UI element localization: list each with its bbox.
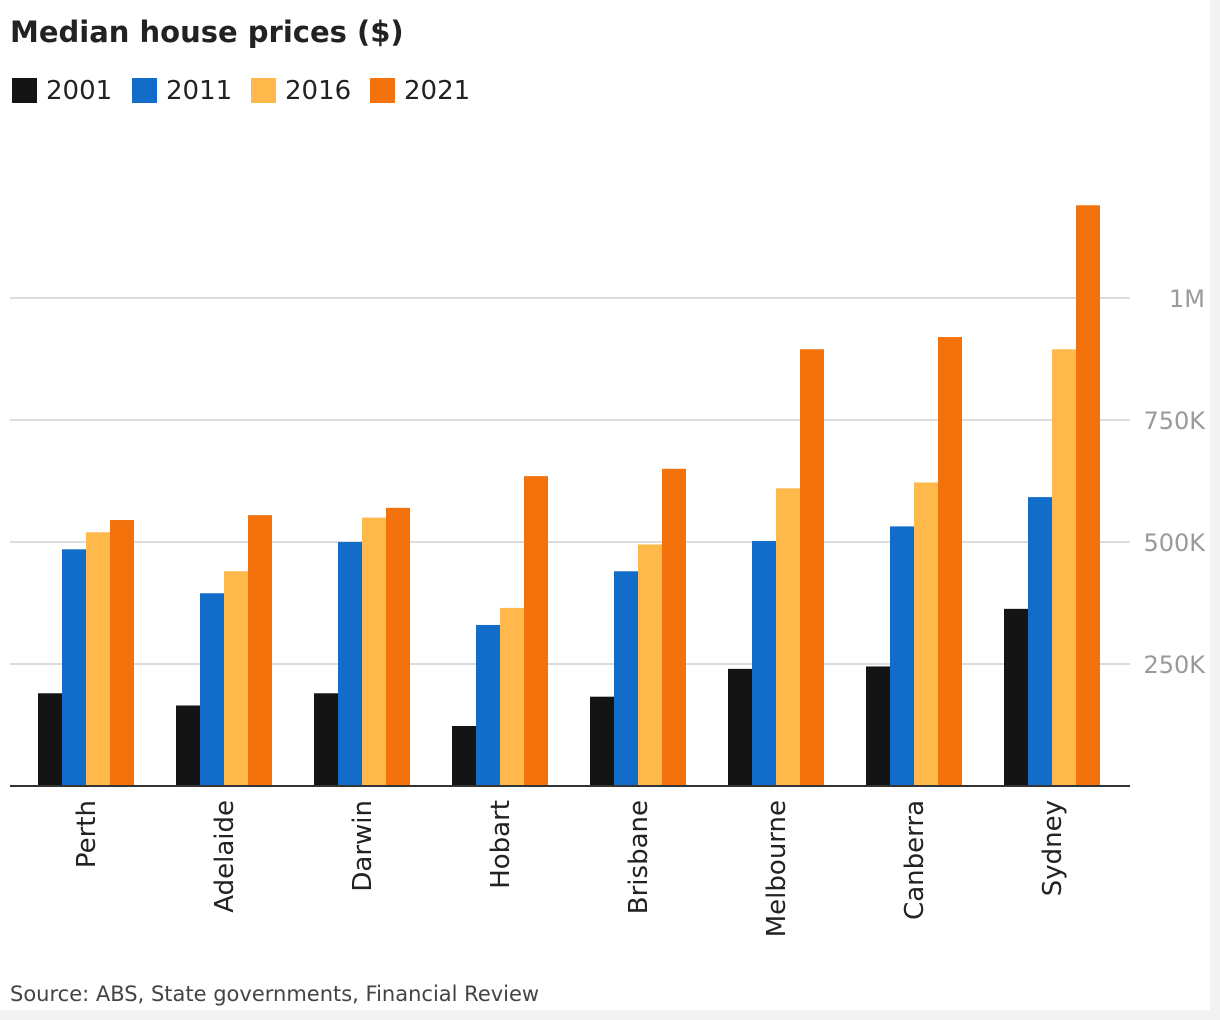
bar-hobart-2016 <box>500 607 524 786</box>
bar-group-hobart <box>452 476 548 786</box>
y-tick-label-250K: 250K <box>1143 651 1206 679</box>
x-axis-labels: Perth Adelaide Darwin Hobart Brisbane Melbour… <box>72 800 1068 937</box>
bar-adelaide-2011 <box>200 593 224 786</box>
bar-darwin-2021 <box>386 507 410 786</box>
bar-hobart-2021 <box>524 476 548 786</box>
x-tick-label-adelaide: Adelaide <box>210 800 240 913</box>
legend-swatch-2001 <box>12 78 37 103</box>
bar-canberra-2021 <box>938 337 962 786</box>
bar-group-perth <box>38 520 134 786</box>
x-tick-label-hobart: Hobart <box>486 800 516 889</box>
bar-adelaide-2001 <box>176 705 200 786</box>
bar-brisbane-2011 <box>614 571 638 786</box>
source-note: Source: ABS, State governments, Financia… <box>10 982 539 1006</box>
legend-item-2016: 2016 <box>251 76 351 106</box>
bar-darwin-2016 <box>362 517 386 786</box>
bar-sydney-2016 <box>1052 349 1076 786</box>
x-tick-label-darwin: Darwin <box>348 800 378 892</box>
bar-sydney-2021 <box>1076 205 1100 786</box>
bar-brisbane-2021 <box>662 468 686 786</box>
bar-darwin-2001 <box>314 693 338 786</box>
bars <box>38 205 1100 786</box>
chart-title: Median house prices ($) <box>10 15 404 49</box>
legend-label-2001: 2001 <box>46 76 112 106</box>
bar-canberra-2011 <box>890 526 914 786</box>
bar-sydney-2011 <box>1028 497 1052 786</box>
legend-label-2011: 2011 <box>166 76 232 106</box>
bar-canberra-2001 <box>866 666 890 786</box>
bar-perth-2001 <box>38 693 62 786</box>
legend-item-2001: 2001 <box>12 76 112 106</box>
bar-adelaide-2016 <box>224 571 248 786</box>
bar-group-darwin <box>314 507 410 786</box>
legend-swatch-2016 <box>251 78 276 103</box>
bar-perth-2016 <box>86 532 110 786</box>
bar-melbourne-2001 <box>728 668 752 786</box>
bar-brisbane-2016 <box>638 544 662 786</box>
x-tick-label-melbourne: Melbourne <box>762 800 792 937</box>
bar-hobart-2011 <box>476 624 500 786</box>
bar-darwin-2011 <box>338 542 362 786</box>
bar-perth-2011 <box>62 549 86 786</box>
bar-sydney-2001 <box>1004 608 1028 786</box>
legend-label-2016: 2016 <box>285 76 351 106</box>
bar-group-canberra <box>866 337 962 786</box>
bar-melbourne-2021 <box>800 349 824 786</box>
bar-brisbane-2001 <box>590 696 614 786</box>
bar-hobart-2001 <box>452 725 476 786</box>
bar-group-brisbane <box>590 468 686 786</box>
bar-group-sydney <box>1004 205 1100 786</box>
legend-item-2021: 2021 <box>370 76 470 106</box>
x-tick-label-canberra: Canberra <box>900 800 930 920</box>
legend-item-2011: 2011 <box>132 76 232 106</box>
y-tick-label-500K: 500K <box>1143 529 1206 557</box>
bar-group-adelaide <box>176 515 272 786</box>
x-tick-label-sydney: Sydney <box>1038 800 1068 896</box>
legend-swatch-2021 <box>370 78 395 103</box>
legend-swatch-2011 <box>132 78 157 103</box>
bar-adelaide-2021 <box>248 515 272 786</box>
y-tick-label-750K: 750K <box>1143 407 1206 435</box>
legend: 2001 2011 2016 2021 <box>12 76 470 106</box>
bar-group-melbourne <box>728 349 824 786</box>
bar-perth-2021 <box>110 520 134 786</box>
y-axis-labels: 250K 500K 750K 1M <box>1143 285 1206 679</box>
bar-canberra-2016 <box>914 482 938 786</box>
x-tick-label-brisbane: Brisbane <box>624 800 654 914</box>
legend-label-2021: 2021 <box>404 76 470 106</box>
bar-melbourne-2016 <box>776 488 800 786</box>
bar-melbourne-2011 <box>752 541 776 786</box>
y-tick-label-1M: 1M <box>1169 285 1205 313</box>
x-tick-label-perth: Perth <box>72 800 102 868</box>
